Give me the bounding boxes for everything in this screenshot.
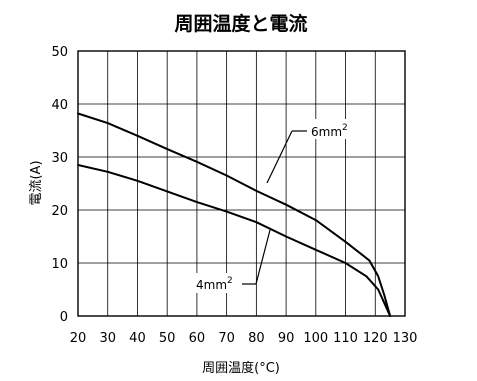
chart-title: 周囲温度と電流 [174, 12, 307, 35]
x-tick-label: 80 [248, 331, 265, 346]
grid-lines [78, 51, 405, 316]
y-tick-label: 40 [51, 98, 68, 113]
callout-6mm2-superscript: 2 [342, 123, 348, 133]
x-tick-label: 50 [159, 331, 176, 346]
x-tick-label: 20 [70, 331, 87, 346]
series-line-6mm2 [77, 112, 392, 317]
callout-6mm2-background [307, 119, 357, 139]
series-lines [77, 112, 392, 317]
callout-6mm2-label: 6mm2 [311, 123, 348, 139]
y-tick-label: 20 [51, 204, 68, 219]
x-axis-ticks: 20 30 40 50 60 70 80 90 100 110 120 130 [70, 331, 418, 346]
x-tick-label: 30 [99, 331, 116, 346]
x-tick-label: 90 [278, 331, 295, 346]
callout-6mm2: 6mm2 [266, 119, 357, 184]
y-tick-label: 30 [51, 151, 68, 166]
callout-4mm2-background [191, 273, 242, 293]
callout-4mm2: 4mm2 [191, 229, 271, 293]
y-axis-ticks: 0 10 20 30 40 50 [51, 45, 68, 325]
callout-4mm2-superscript: 2 [227, 276, 233, 286]
x-tick-label: 40 [129, 331, 146, 346]
y-tick-label: 50 [51, 45, 68, 60]
y-axis-title: 電流(A) [29, 160, 44, 205]
callout-4mm2-text: 4mm [196, 278, 227, 292]
x-tick-label: 110 [333, 331, 358, 346]
plot-area-border [77, 50, 406, 317]
y-tick-label: 10 [51, 257, 68, 272]
y-tick-label: 0 [60, 310, 68, 325]
x-tick-label: 70 [218, 331, 235, 346]
x-axis-title: 周囲温度(°C) [202, 360, 280, 376]
series-line-4mm2 [77, 164, 392, 317]
callout-4mm2-leader [255, 229, 271, 285]
callout-6mm2-leader [266, 130, 293, 184]
x-tick-label: 100 [303, 331, 328, 346]
callout-6mm2-text: 6mm [311, 125, 342, 139]
x-tick-label: 60 [189, 331, 206, 346]
callout-4mm2-label: 4mm2 [196, 276, 233, 292]
x-tick-label: 120 [363, 331, 388, 346]
x-tick-label: 130 [393, 331, 418, 346]
